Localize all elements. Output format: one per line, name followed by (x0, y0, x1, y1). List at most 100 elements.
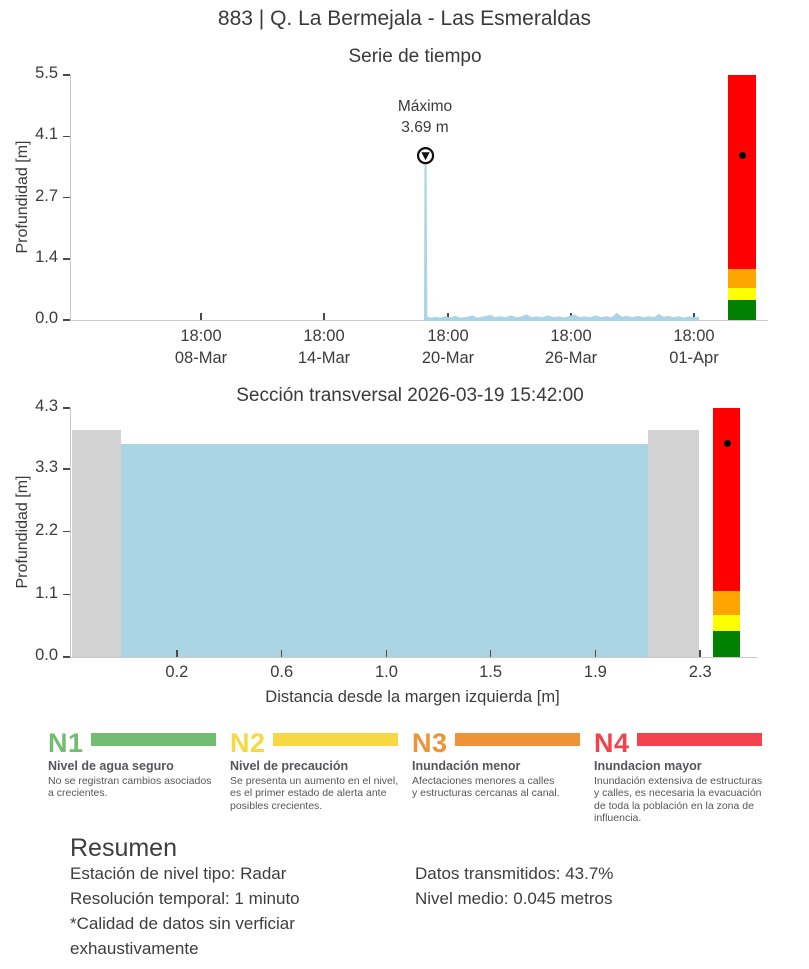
summary-heading: Resumen (70, 834, 177, 862)
c1-xtick-mark (323, 313, 325, 320)
summary-line: Estación de nivel tipo: Radar (70, 864, 287, 883)
c1-xtick-time: 18:00 (180, 327, 222, 345)
c2-ytick-mark (63, 468, 70, 470)
c2-ytick-mark (63, 656, 70, 658)
c2-xtick-mark (280, 650, 283, 657)
c1-xtick-time: 18:00 (427, 327, 469, 345)
legend-color-bar (636, 733, 762, 746)
c2-ytick-label: 3.3 (35, 458, 58, 477)
summary-line: *Calidad de datos sin verficiar (70, 914, 295, 933)
legend-code: N2 (230, 728, 266, 758)
c2-level-segment (713, 408, 740, 591)
page-title: 883 | Q. La Bermejala - Las Esmeraldas (217, 7, 592, 30)
max-annotation-title: Máximo (397, 98, 453, 115)
cross-section-xlabel: Distancia desde la margen izquierda [m] (265, 688, 560, 706)
timeseries-title: Serie de tiempo (348, 46, 482, 67)
c1-level-segment (728, 300, 756, 320)
legend-description: No se registran cambios asociados a crec… (48, 775, 212, 800)
c1-xtick-date: 20-Mar (421, 349, 475, 367)
legend-title: Nivel de agua seguro (48, 759, 174, 773)
c2-level-segment (713, 590, 740, 616)
c2-ytick-mark (63, 407, 70, 409)
water-area (121, 443, 648, 657)
legend-code: N4 (594, 728, 630, 758)
c2-ytick-label: 1.1 (35, 583, 58, 602)
legend-color-bar (454, 733, 580, 746)
legend-description: Inundación extensiva de estructuras y ca… (594, 775, 763, 825)
c1-level-segment (728, 75, 756, 269)
c2-level-marker-dot (723, 440, 731, 448)
summary-line: Nivel medio: 0.045 metros (415, 889, 613, 908)
c1-ytick-label: 1.4 (35, 247, 58, 266)
c1-ytick-mark (63, 319, 70, 321)
c1-ytick-mark (63, 74, 70, 76)
c2-level-segment (713, 631, 740, 657)
c1-y-spine (70, 75, 71, 320)
summary-left-column: Estación de nivel tipo: Radar Resolución … (70, 861, 410, 961)
max-marker-circle (416, 147, 435, 165)
legend-item-n3: N3 Inundación menor Afectaciones menores a… (412, 728, 594, 800)
c1-level-segment (728, 268, 756, 288)
c2-ytick-mark (63, 593, 70, 596)
c1-xtick-date: 26-Mar (544, 349, 598, 367)
c1-ytick-mark (63, 258, 70, 260)
c2-xtick-label: 1.9 (583, 663, 607, 681)
left-bank (72, 430, 121, 657)
c1-xtick-date: 01-Apr (669, 349, 719, 367)
c2-xtick-label: 1.0 (375, 663, 398, 681)
legend-title: Inundacion mayor (594, 759, 702, 773)
c2-xtick-mark (176, 650, 178, 657)
c1-xtick-mark (200, 313, 202, 320)
c2-xtick-label: 1.5 (479, 663, 503, 681)
c1-xtick-time: 18:00 (550, 327, 592, 345)
legend-head: N4 (594, 728, 776, 758)
c1-ytick-label: 0.0 (35, 309, 58, 327)
legend-head: N2 (230, 728, 412, 758)
c1-level-segment (728, 287, 756, 300)
summary-right-column: Datos transmitidos: 43.7% Nivel medio: 0.… (415, 861, 755, 911)
legend-title: Nivel de precaución (230, 759, 349, 773)
c1-ytick-label: 2.7 (35, 186, 58, 205)
legend-head: N1 (48, 728, 230, 758)
depth-series-area (424, 155, 699, 321)
cross-section-title: Sección transversal 2026-03-19 15:42:00 (236, 385, 584, 406)
legend-color-bar (272, 733, 398, 746)
c2-x-spine (70, 657, 757, 659)
c2-ytick-label: 4.3 (35, 397, 58, 415)
cross-section-plot: 4.3 3.3 2.2 1.1 0.0 0.2 0.6 1.0 1.5 1.9 2.3 (0, 380, 809, 710)
alert-levels-legend: N1 Nivel de agua seguro No se registran ca… (0, 728, 809, 831)
c2-y-spine (70, 408, 71, 657)
summary-section: Resumen Estación de nivel tipo: Radar Res… (70, 834, 770, 958)
timeseries-plot: 5.5 4.1 2.7 1.4 0.0 18:00 08-Mar 18:00 14-Mar 18:… (0, 0, 809, 400)
legend-description: Se presenta un aumento en el nivel, es e… (230, 775, 399, 812)
legend-color-bar (90, 733, 216, 746)
legend-description: Afectaciones menores a calles y estructu… (412, 775, 560, 800)
c2-xtick-mark (385, 650, 388, 657)
summary-line: exhaustivamente (70, 939, 199, 958)
legend-code: N3 (412, 728, 448, 758)
c1-xtick-mark (447, 313, 449, 320)
summary-line: Datos transmitidos: 43.7% (415, 864, 614, 883)
c2-level-segment (713, 615, 740, 631)
c1-xtick-mark (570, 313, 572, 320)
legend-item-n4: N4 Inundacion mayor Inundación extensiva d… (594, 728, 776, 825)
c2-xtick-label: 0.2 (165, 663, 189, 681)
max-marker-triangle-down-icon (421, 152, 430, 161)
legend-item-n2: N2 Nivel de precaución Se presenta un aume… (230, 728, 412, 812)
c2-ytick-label: 0.0 (35, 646, 58, 664)
legend-head: N3 (412, 728, 594, 758)
c1-x-spine (70, 320, 768, 322)
c1-xtick-mark (693, 313, 695, 320)
max-annotation-value: 3.69 m (401, 119, 449, 136)
legend-item-n1: N1 Nivel de agua seguro No se registran ca… (48, 728, 230, 800)
c1-xtick-date: 08-Mar (174, 349, 228, 367)
c2-ytick-mark (63, 530, 70, 533)
c1-ytick-label: 5.5 (35, 64, 58, 82)
c1-xtick-date: 14-Mar (297, 349, 351, 367)
legend-title: Inundación menor (412, 759, 521, 773)
c2-xtick-label: 2.3 (688, 663, 712, 681)
summary-line: Resolución temporal: 1 minuto (70, 889, 300, 908)
c1-xtick-time: 18:00 (673, 327, 715, 345)
legend-code: N1 (48, 728, 84, 758)
